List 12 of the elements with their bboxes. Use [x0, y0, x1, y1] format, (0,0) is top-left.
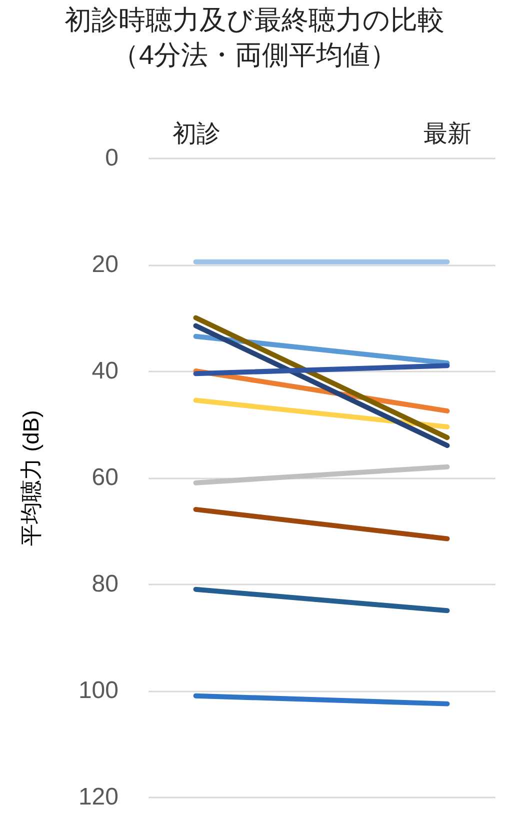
y-tick-label: 60 [92, 464, 118, 491]
y-tick-label: 40 [92, 358, 118, 384]
y-tick-label: 0 [105, 144, 118, 172]
y-tick-label: 20 [92, 251, 118, 278]
chart-title: 初診時聴力及び最終聴力の比較 [64, 5, 444, 35]
y-tick-label: 100 [78, 677, 118, 704]
y-axis-title: 平均聴力 (dB) [18, 410, 44, 546]
x-tick-label: 最新 [424, 120, 472, 148]
x-tick-label: 初診 [172, 120, 220, 148]
chart-subtitle: （4分法・両側平均値） [112, 40, 398, 70]
y-tick-label: 80 [92, 570, 118, 598]
y-tick-label: 120 [78, 784, 118, 810]
